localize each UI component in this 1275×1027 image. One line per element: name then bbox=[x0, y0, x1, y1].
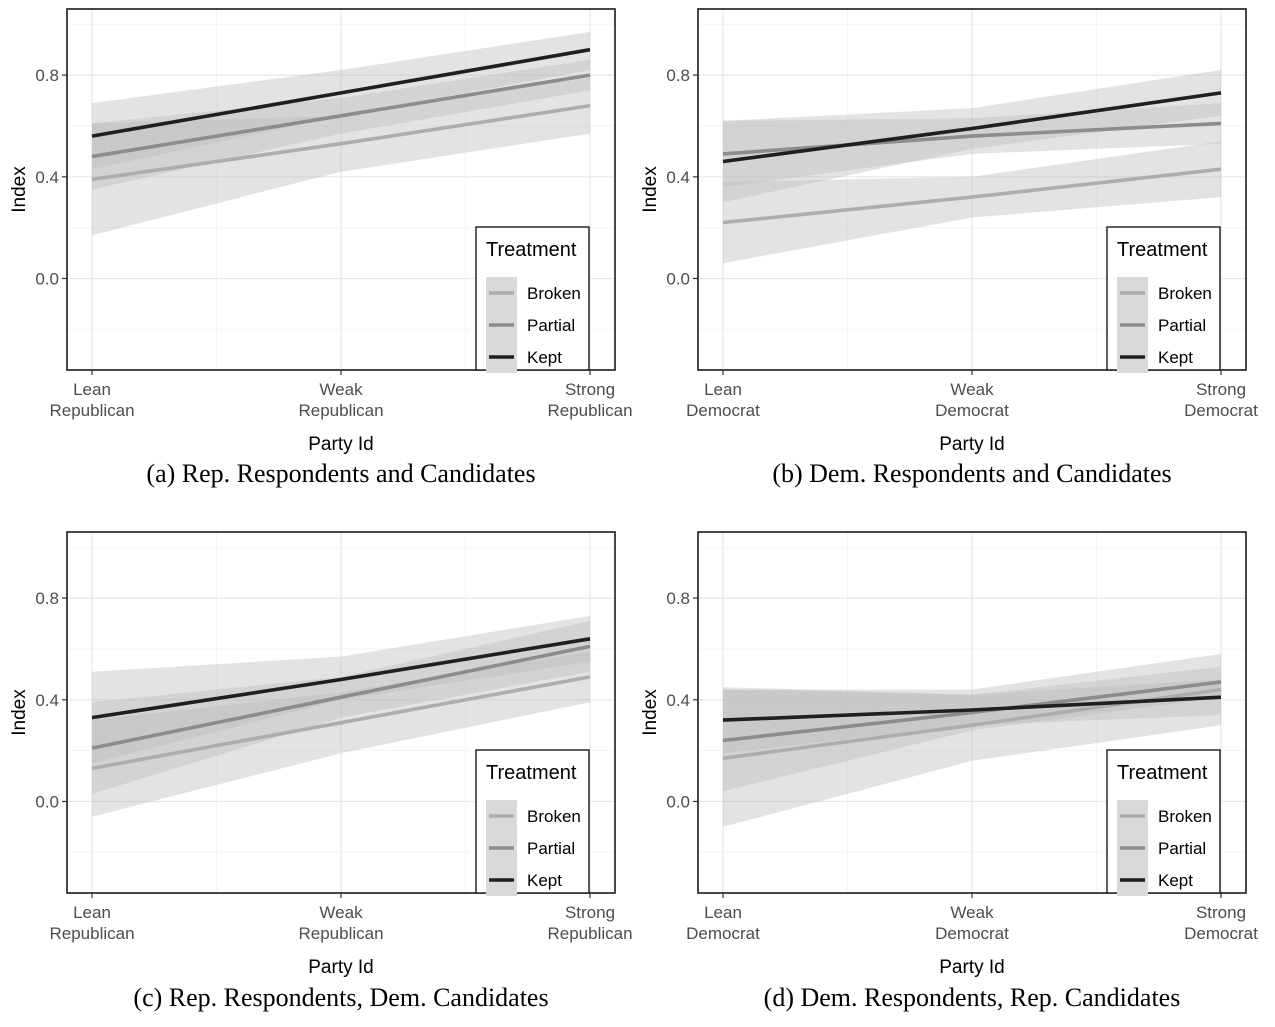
series-line-broken bbox=[91, 675, 591, 771]
y-tick-label: 0.4 bbox=[35, 691, 59, 710]
legend-label-kept: Kept bbox=[1158, 871, 1193, 890]
x-axis-title: Party Id bbox=[939, 957, 1004, 978]
x-tick-label: Republican bbox=[547, 401, 632, 420]
legend-title: Treatment bbox=[1117, 239, 1208, 261]
legend-label-partial: Partial bbox=[1158, 839, 1206, 858]
chart-panel-1: 0.0 0.4 0.8 Lean Democrat Weak Democrat Strong D… bbox=[640, 8, 1258, 488]
legend-title: Treatment bbox=[486, 762, 577, 784]
x-tick-label: Weak bbox=[319, 380, 363, 399]
y-tick-label: 0.8 bbox=[35, 66, 59, 85]
x-tick-label: Weak bbox=[319, 903, 363, 922]
ribbon-partial bbox=[723, 103, 1221, 187]
y-tick-label: 0.8 bbox=[35, 589, 59, 608]
x-tick-label: Lean bbox=[73, 380, 111, 399]
y-tick-label: 0.4 bbox=[666, 691, 690, 710]
legend-label-broken: Broken bbox=[1158, 807, 1212, 826]
x-tick-label: Democrat bbox=[935, 401, 1009, 420]
y-tick-label: 0.8 bbox=[666, 589, 690, 608]
y-tick-label: 0.8 bbox=[666, 66, 690, 85]
x-tick-label: Lean bbox=[704, 903, 742, 922]
x-tick-label: Weak bbox=[950, 380, 994, 399]
legend: Treatment Broken Partial Kept bbox=[475, 226, 590, 373]
x-tick-label: Weak bbox=[950, 903, 994, 922]
x-tick-label: Lean bbox=[704, 380, 742, 399]
series-line-kept bbox=[91, 637, 591, 720]
panel-caption: (d) Dem. Respondents, Rep. Candidates bbox=[764, 983, 1181, 1012]
y-axis-title: Index bbox=[640, 166, 661, 213]
y-tick-label: 0.0 bbox=[35, 792, 59, 811]
panel-caption: (a) Rep. Respondents and Candidates bbox=[146, 459, 535, 488]
x-axis-title: Party Id bbox=[939, 434, 1004, 455]
gridlines bbox=[67, 9, 615, 370]
x-tick-label: Democrat bbox=[1184, 401, 1258, 420]
y-tick-label: 0.4 bbox=[666, 168, 690, 187]
x-axis-title: Party Id bbox=[308, 957, 373, 978]
legend: Treatment Broken Partial Kept bbox=[475, 749, 590, 896]
ribbon-broken bbox=[92, 77, 590, 236]
ribbon-partial bbox=[92, 621, 590, 794]
x-tick-label: Democrat bbox=[1184, 924, 1258, 943]
series-line-broken bbox=[91, 103, 591, 182]
series-line-broken bbox=[722, 167, 1222, 225]
series-line-partial bbox=[91, 73, 591, 159]
series-line-kept bbox=[722, 695, 1222, 722]
series-line-partial bbox=[91, 644, 591, 750]
legend-label-broken: Broken bbox=[527, 284, 581, 303]
chart-panel-2: 0.0 0.4 0.8 Lean Republican Weak Republican Str… bbox=[9, 531, 633, 1012]
legend-label-partial: Partial bbox=[527, 839, 575, 858]
ribbon-broken bbox=[92, 651, 590, 817]
legend-label-broken: Broken bbox=[527, 807, 581, 826]
y-tick-label: 0.0 bbox=[666, 269, 690, 288]
legend-label-partial: Partial bbox=[527, 316, 575, 335]
x-tick-label: Republican bbox=[49, 924, 134, 943]
legend-label-broken: Broken bbox=[1158, 284, 1212, 303]
legend-label-kept: Kept bbox=[527, 348, 562, 367]
x-tick-label: Strong bbox=[565, 380, 615, 399]
x-tick-label: Democrat bbox=[686, 401, 760, 420]
ribbon-broken bbox=[723, 141, 1221, 264]
x-tick-label: Republican bbox=[547, 924, 632, 943]
x-tick-label: Strong bbox=[565, 903, 615, 922]
x-tick-label: Republican bbox=[298, 401, 383, 420]
x-tick-label: Republican bbox=[49, 401, 134, 420]
y-axis-title: Index bbox=[640, 689, 661, 736]
ribbon-partial bbox=[92, 59, 590, 190]
x-tick-label: Democrat bbox=[935, 924, 1009, 943]
legend-label-kept: Kept bbox=[527, 871, 562, 890]
series-line-partial bbox=[722, 680, 1222, 743]
x-tick-label: Strong bbox=[1196, 380, 1246, 399]
legend: Treatment Broken Partial Kept bbox=[1106, 226, 1221, 373]
y-axis-title: Index bbox=[9, 166, 30, 213]
x-tick-label: Democrat bbox=[686, 924, 760, 943]
chart-panel-3: 0.0 0.4 0.8 Lean Democrat Weak Democrat Strong D… bbox=[640, 531, 1258, 1012]
y-tick-label: 0.0 bbox=[35, 269, 59, 288]
legend-label-partial: Partial bbox=[1158, 316, 1206, 335]
y-tick-label: 0.4 bbox=[35, 168, 59, 187]
panel-caption: (b) Dem. Respondents and Candidates bbox=[772, 459, 1171, 488]
series-line-partial bbox=[722, 121, 1222, 156]
x-axis-title: Party Id bbox=[308, 434, 373, 455]
ribbon-kept bbox=[92, 615, 590, 764]
series-line-kept bbox=[91, 47, 591, 138]
x-tick-label: Strong bbox=[1196, 903, 1246, 922]
x-tick-label: Lean bbox=[73, 903, 111, 922]
x-tick-label: Republican bbox=[298, 924, 383, 943]
panel-caption: (c) Rep. Respondents, Dem. Candidates bbox=[133, 983, 548, 1012]
chart-panel-0: 0.0 0.4 0.8 Lean Republican Weak Republican Str… bbox=[9, 8, 633, 488]
y-axis-title: Index bbox=[9, 689, 30, 736]
y-tick-label: 0.0 bbox=[666, 792, 690, 811]
gridlines bbox=[698, 532, 1246, 893]
legend-label-kept: Kept bbox=[1158, 348, 1193, 367]
series-line-kept bbox=[722, 91, 1222, 164]
legend-title: Treatment bbox=[486, 239, 577, 261]
legend: Treatment Broken Partial Kept bbox=[1106, 749, 1221, 896]
legend-title: Treatment bbox=[1117, 762, 1208, 784]
